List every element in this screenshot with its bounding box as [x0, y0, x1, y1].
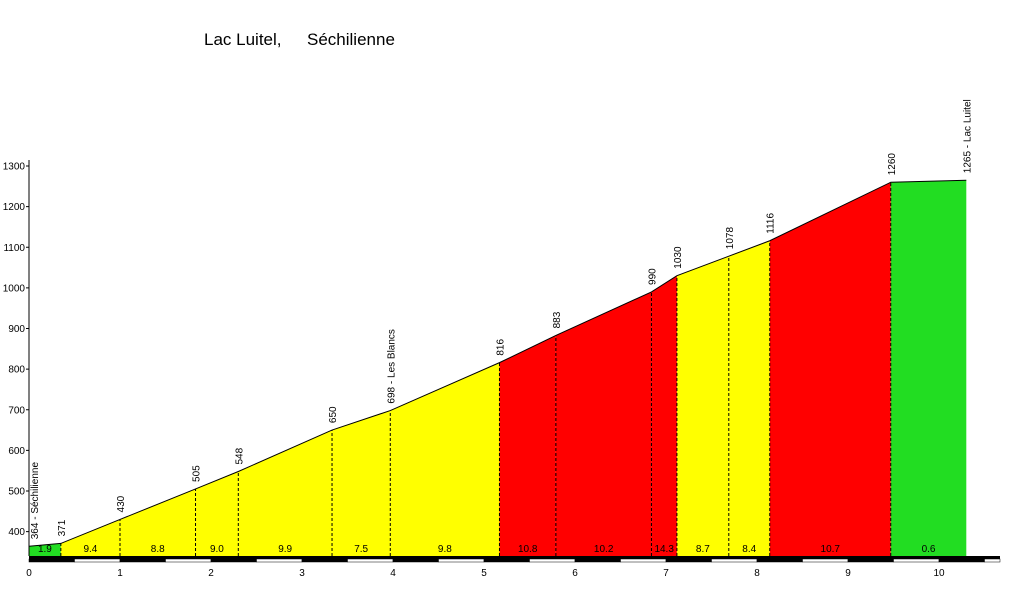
gradient-label: 10.7	[821, 544, 841, 555]
gradient-labels: 1.9 9.4 8.8 9.0 9.9 7.5 9.8 10.8 10.2 14.3 8.7 8.4 1…	[38, 544, 936, 555]
gradient-segments	[29, 180, 967, 556]
x-axis-km-block	[847, 558, 894, 563]
x-axis-km-block	[893, 558, 940, 563]
gradient-segment-area	[60, 519, 120, 556]
altitude-label: 990	[647, 268, 658, 285]
x-axis-bar	[29, 556, 1000, 559]
x-axis-km-block	[984, 558, 1001, 563]
altitude-label: 1116	[766, 213, 777, 234]
x-axis-km-block	[438, 558, 485, 563]
x-axis-km-block	[938, 558, 985, 563]
x-tick-label: 5	[481, 568, 487, 579]
y-tick-label: 1300	[3, 162, 26, 173]
x-axis-km-block	[620, 558, 667, 563]
x-tick-label: 3	[299, 568, 305, 579]
x-axis: 0 1 2 3 4 5 6 7 8 9 10	[26, 556, 1001, 579]
y-tick-label: 600	[8, 446, 25, 457]
x-axis-km-block	[529, 558, 576, 563]
y-axis: 400 500 600 700 800 900 1000 1100 1200 1300	[3, 160, 30, 556]
x-tick-label: 7	[663, 568, 669, 579]
altitude-label: 698 - Les Blancs	[386, 329, 397, 404]
gradient-segment-area	[555, 291, 652, 556]
y-tick-label: 1200	[3, 202, 26, 213]
gradient-segment-area	[651, 275, 677, 556]
x-tick-label: 4	[390, 568, 396, 579]
gradient-label: 9.0	[210, 544, 224, 555]
x-axis-km-block	[28, 558, 75, 563]
gradient-segment-area	[238, 430, 333, 556]
gradient-label: 9.8	[438, 544, 452, 555]
profile-line-layer	[28, 179, 967, 547]
gradient-label: 14.3	[654, 544, 674, 555]
altitude-label: 1260	[887, 153, 898, 176]
gradient-segment-area	[390, 362, 500, 556]
gradient-label: 9.4	[83, 544, 97, 555]
gradient-label: 8.7	[696, 544, 710, 555]
x-tick-label: 8	[754, 568, 760, 579]
altitude-label: 883	[552, 311, 563, 328]
gradient-label: 1.9	[38, 544, 52, 555]
x-tick-label: 0	[26, 568, 32, 579]
gradient-segment-area	[890, 180, 967, 556]
y-tick-label: 400	[8, 527, 25, 538]
elevation-line	[28, 179, 967, 547]
x-tick-label: 6	[572, 568, 578, 579]
chart-title-start: Séchilienne	[307, 30, 395, 49]
altitude-labels: 364 - Séchilienne 371 430 505 548 650 698 - Le…	[30, 99, 973, 539]
x-tick-label: 2	[208, 568, 214, 579]
x-tick-label: 10	[933, 568, 945, 579]
x-axis-km-block	[392, 558, 439, 563]
altitude-label: 816	[495, 339, 506, 356]
x-axis-km-block	[347, 558, 394, 563]
x-axis-km-block	[256, 558, 303, 563]
x-axis-km-block	[665, 558, 712, 563]
gradient-segment-area	[29, 543, 61, 556]
y-tick-label: 800	[8, 365, 25, 376]
y-tick-label: 500	[8, 487, 25, 498]
y-tick-label: 1100	[3, 243, 25, 254]
x-axis-km-block	[119, 558, 166, 563]
x-axis-km-block	[210, 558, 257, 563]
gradient-label: 10.2	[594, 544, 614, 555]
x-axis-km-block	[802, 558, 849, 563]
x-axis-km-block	[301, 558, 348, 563]
x-axis-km-block	[483, 558, 530, 563]
chart-title: Lac Luitel, Séchilienne	[0, 30, 1014, 54]
y-tick-label: 700	[8, 405, 25, 416]
gradient-segment-area	[769, 182, 891, 556]
y-tick-label: 1000	[3, 283, 26, 294]
waypoint-dividers	[60, 182, 892, 556]
x-axis-km-block	[711, 558, 758, 563]
gradient-label: 0.6	[922, 544, 936, 555]
gradient-segment-area	[728, 240, 770, 556]
altitude-label: 650	[328, 406, 339, 423]
altitude-label: 371	[57, 519, 68, 536]
gradient-label: 8.4	[742, 544, 756, 555]
gradient-segment-area	[676, 256, 729, 556]
altitude-label: 430	[116, 495, 127, 512]
x-axis-km-block	[165, 558, 212, 563]
altitude-label: 505	[192, 465, 203, 482]
chart-title-climb: Lac Luitel,	[204, 30, 282, 49]
altitude-label: 1078	[725, 227, 736, 250]
gradient-label: 10.8	[518, 544, 538, 555]
x-axis-km-block	[574, 558, 621, 563]
altitude-label: 1030	[673, 246, 684, 269]
altitude-label: 1265 - Lac Luitel	[962, 99, 973, 173]
gradient-segment-area	[120, 488, 196, 556]
gradient-segment-area	[332, 410, 391, 556]
y-tick-label: 900	[8, 324, 25, 335]
x-tick-label: 9	[845, 568, 851, 579]
gradient-segment-area	[499, 335, 556, 556]
gradient-label: 8.8	[151, 544, 165, 555]
x-axis-km-block	[74, 558, 121, 563]
x-tick-label: 1	[117, 568, 123, 579]
gradient-label: 9.9	[278, 544, 292, 555]
altitude-label: 364 - Séchilienne	[30, 462, 41, 540]
altitude-label: 548	[234, 447, 245, 464]
gradient-segment-area	[195, 471, 239, 556]
gradient-label: 7.5	[354, 544, 368, 555]
x-axis-km-block	[756, 558, 803, 563]
